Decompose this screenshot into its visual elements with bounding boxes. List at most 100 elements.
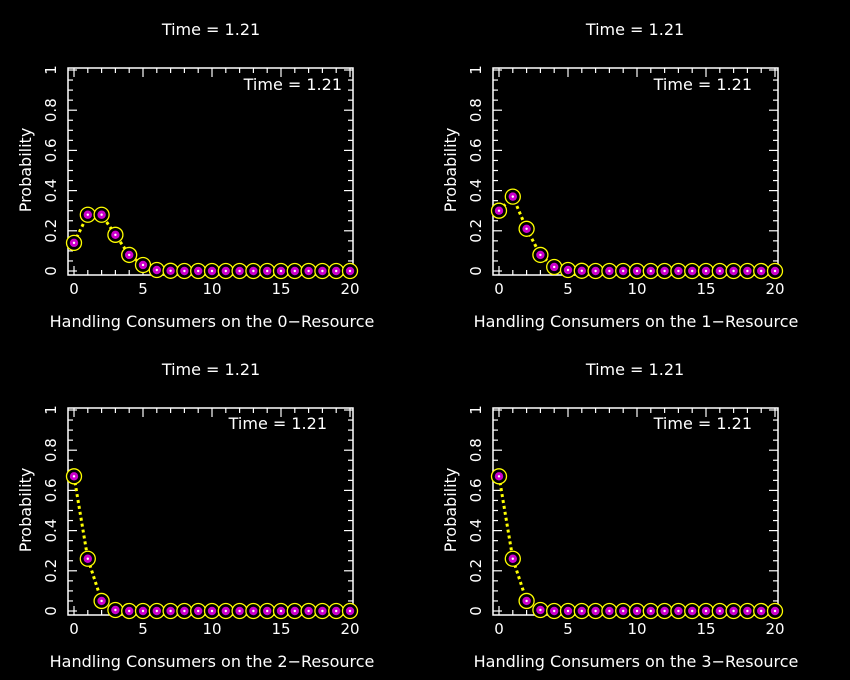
x-tick-label: 0 [69, 620, 79, 638]
y-tick-label: 0.4 [467, 519, 485, 543]
data-point [490, 202, 508, 219]
data-point [314, 262, 331, 280]
data-point [642, 602, 659, 620]
chart-panel-2-resource: Time = 1.21 Time = 1.21 Handling Consume… [16, 360, 374, 671]
chart-panel-3-resource: Time = 1.21 Time = 1.21 Handling Consume… [441, 360, 798, 671]
data-point [190, 602, 207, 620]
x-tick-label: 20 [340, 280, 359, 298]
data-point [93, 592, 110, 610]
data-point [518, 220, 535, 237]
data-point [328, 602, 345, 620]
x-tick-label: 5 [138, 280, 148, 298]
x-tick-label: 5 [138, 620, 148, 638]
data-point [656, 262, 673, 280]
y-tick-label: 0.2 [42, 559, 60, 583]
data-point [79, 550, 96, 567]
x-tick-label: 10 [202, 620, 221, 638]
time-annotation: Time = 1.21 [243, 75, 342, 94]
chart-title: Time = 1.21 [585, 20, 684, 39]
time-annotation: Time = 1.21 [653, 414, 752, 433]
x-tick-label: 10 [627, 280, 646, 298]
y-axis-label: Probability [16, 128, 35, 213]
data-point [314, 602, 331, 620]
data-point [134, 602, 152, 620]
data-point [259, 602, 276, 620]
data-point [79, 206, 96, 223]
data-point [711, 262, 728, 280]
data-point [587, 262, 604, 280]
data-point [504, 188, 521, 205]
chart-title: Time = 1.21 [161, 20, 260, 39]
x-tick-label: 15 [696, 620, 715, 638]
data-point [190, 262, 207, 280]
x-tick-label: 20 [340, 620, 359, 638]
y-tick-label: 0 [42, 606, 60, 616]
data-point [231, 262, 248, 280]
y-tick-label: 0.4 [42, 179, 60, 203]
data-point [272, 262, 290, 280]
time-annotation: Time = 1.21 [228, 414, 327, 433]
data-point [107, 601, 124, 619]
series-line [497, 476, 775, 613]
plot-frame [67, 67, 354, 276]
data-point [300, 602, 317, 620]
x-axis-label: Handling Consumers on the 3−Resource [474, 652, 799, 671]
data-point [656, 602, 673, 620]
data-point [546, 602, 563, 620]
data-point [532, 246, 549, 264]
data-point [176, 602, 193, 620]
y-tick-label: 0.2 [467, 219, 485, 243]
y-tick-label: 0.4 [467, 179, 485, 203]
y-tick-label: 0 [467, 266, 485, 276]
y-tick-label: 0.8 [467, 98, 485, 122]
data-point [65, 234, 83, 252]
data-point [546, 258, 563, 276]
y-tick-label: 1 [42, 65, 60, 75]
plot-frame [492, 407, 779, 616]
data-point [245, 262, 262, 280]
data-point [272, 602, 290, 620]
y-tick-label: 1 [467, 65, 485, 75]
series-line [72, 476, 350, 613]
y-tick-label: 0.8 [467, 438, 485, 462]
data-point [559, 261, 577, 279]
data-point [490, 468, 508, 485]
data-point [725, 262, 742, 280]
data-point [148, 261, 165, 279]
y-tick-label: 0 [467, 606, 485, 616]
data-point [601, 262, 618, 280]
x-tick-label: 0 [494, 620, 504, 638]
data-point [628, 602, 646, 620]
data-point [245, 602, 262, 620]
data-point [573, 262, 590, 279]
data-point [753, 602, 770, 620]
x-tick-label: 15 [271, 620, 290, 638]
data-point [217, 262, 234, 280]
data-point [518, 592, 535, 610]
y-tick-label: 0.4 [42, 519, 60, 543]
y-tick-label: 0.6 [42, 138, 60, 162]
x-axis-label: Handling Consumers on the 2−Resource [50, 652, 375, 671]
data-point [203, 262, 221, 280]
data-point [532, 601, 549, 619]
y-tick-label: 0 [42, 266, 60, 276]
x-tick-label: 0 [494, 280, 504, 298]
data-point [134, 256, 152, 274]
data-point [697, 602, 715, 620]
data-point [753, 262, 770, 280]
x-axis-label: Handling Consumers on the 0−Resource [50, 312, 375, 331]
chart-panel-0-resource: Time = 1.21 Time = 1.21 Handling Consume… [16, 20, 374, 331]
x-tick-label: 10 [202, 280, 221, 298]
data-point [711, 602, 728, 620]
data-point [725, 602, 742, 620]
data-point [176, 262, 193, 280]
x-tick-label: 10 [627, 620, 646, 638]
data-point [697, 262, 715, 280]
data-point [93, 206, 110, 223]
y-tick-label: 0.8 [42, 438, 60, 462]
y-axis-label: Probability [441, 128, 460, 213]
data-point [670, 602, 687, 620]
y-axis-label: Probability [16, 468, 35, 553]
data-point [684, 262, 701, 280]
